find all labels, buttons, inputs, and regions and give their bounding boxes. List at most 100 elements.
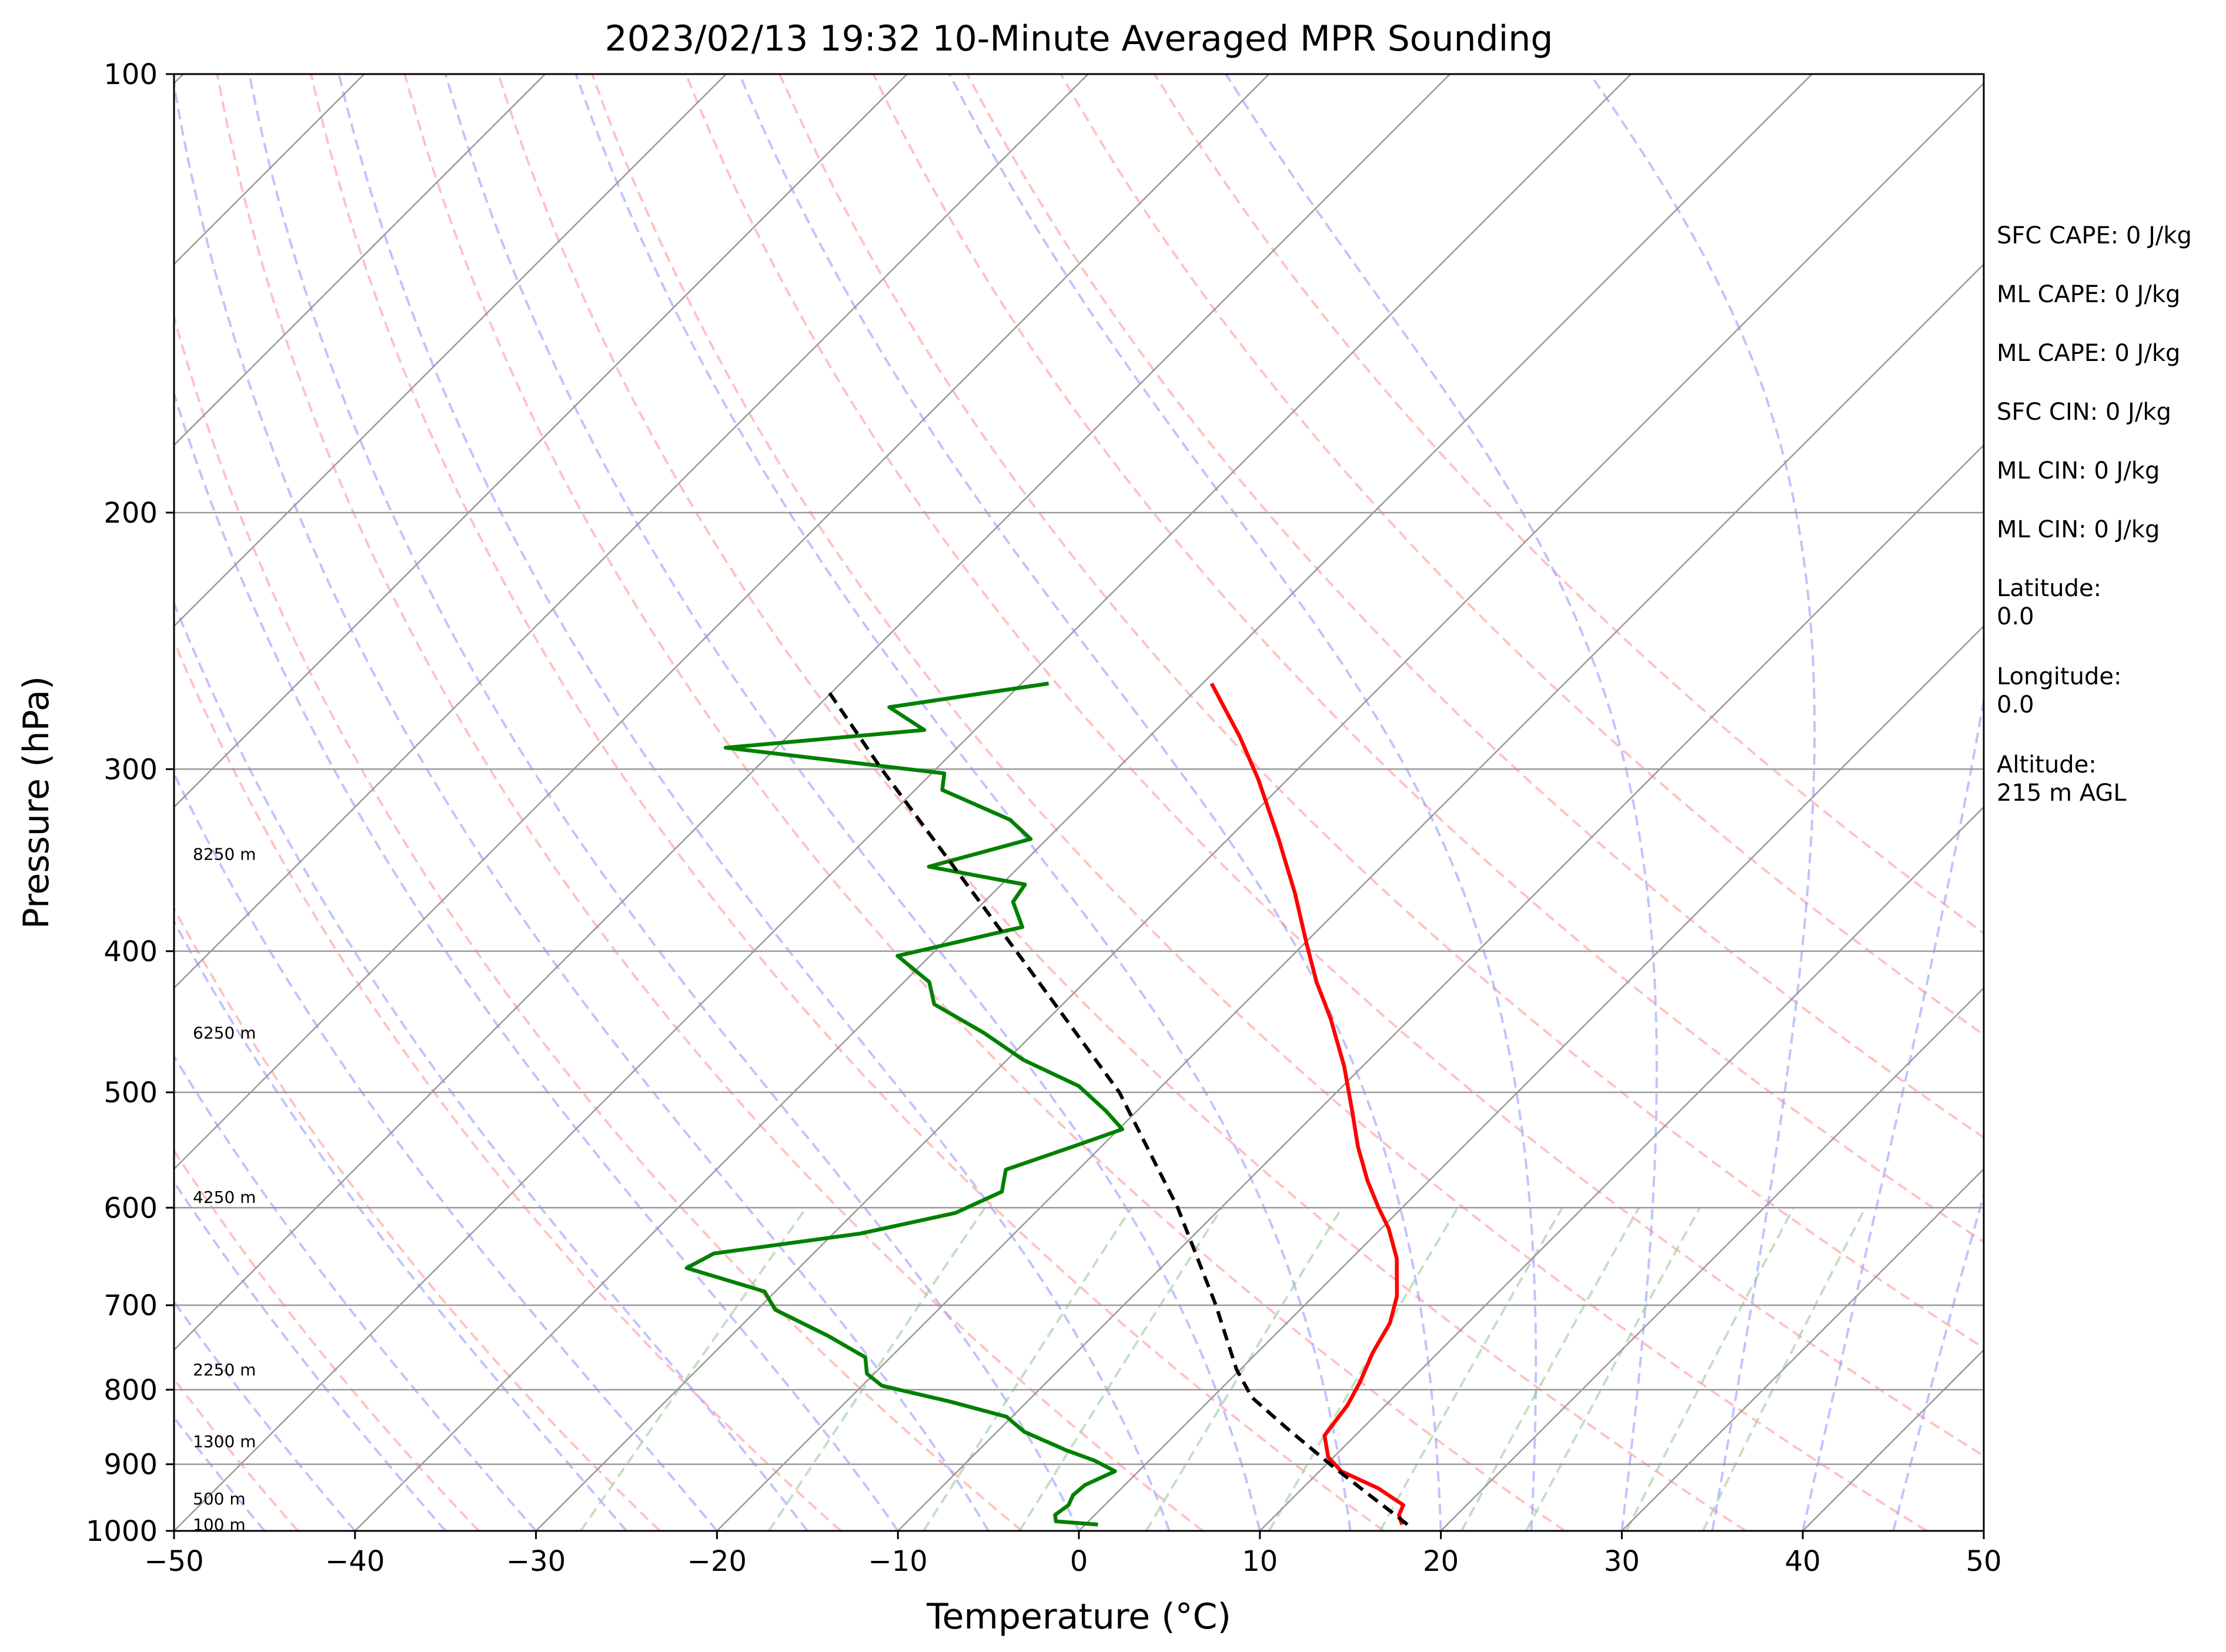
moist-adiabat-line: [248, 74, 1080, 1531]
isotherm-line: [716, 263, 1984, 1531]
isotherm-line: [1259, 806, 1984, 1531]
dry-adiabat-line: [778, 74, 1984, 1350]
isotherm-line: [174, 74, 908, 808]
isotherm-line: [897, 444, 1984, 1531]
dewpoint-profile-line: [684, 681, 1125, 1527]
y-tick-label: 400: [103, 935, 158, 968]
sounding-parameter-text: Longitude: 0.0: [1997, 663, 2121, 718]
moist-adiabat-line: [174, 1415, 266, 1531]
y-axis-label: Pressure (hPa): [16, 676, 57, 929]
sounding-parameter-text: SFC CAPE: 0 J/kg: [1997, 222, 2192, 249]
isotherm-line: [1621, 1168, 1984, 1531]
moist-adiabat-line: [174, 78, 990, 1531]
moist-adiabat-line: [174, 1054, 537, 1531]
x-tick-label: −20: [687, 1545, 747, 1578]
height-labels: 100 m 500 m 1300 m 2250 m 4250 m 6250 m 8250 m: [193, 844, 256, 1534]
moist-adiabat-line: [1589, 74, 1816, 1531]
temperature-profile-line: [1209, 683, 1406, 1526]
moist-adiabat-line: [1801, 693, 1984, 1531]
y-tick-label: 600: [103, 1192, 158, 1225]
x-axis-ticks: −50 −40 −30 −20 −10 0 10 20 30 40 50: [144, 1531, 2002, 1578]
sounding-parameter-text: ML CIN: 0 J/kg: [1997, 457, 2160, 484]
dry-adiabat-line: [174, 638, 842, 1531]
dry-adiabat-line: [591, 74, 1928, 1531]
y-tick-label: 800: [103, 1374, 158, 1407]
isobar-grid: [174, 74, 1984, 1531]
dry-adiabat-line: [966, 74, 1984, 1139]
chart-title: 2023/02/13 19:32 10-Minute Averaged MPR …: [605, 18, 1553, 59]
height-label: 500 m: [193, 1489, 246, 1509]
plot-area: [174, 74, 1984, 1531]
isotherm-line: [174, 74, 1451, 1351]
x-tick-label: −10: [868, 1545, 928, 1578]
moist-adiabat-line: [174, 1180, 447, 1531]
x-tick-label: −50: [144, 1545, 203, 1578]
isotherm-line: [174, 74, 1270, 1171]
sounding-parameter-text: ML CAPE: 0 J/kg: [1997, 340, 2180, 367]
moist-adiabat-line: [174, 771, 718, 1531]
height-label: 1300 m: [193, 1432, 256, 1452]
dry-adiabat-line: [309, 74, 1385, 1531]
dry-adiabat-line: [216, 74, 1204, 1531]
x-tick-label: −40: [325, 1545, 385, 1578]
x-tick-label: 10: [1242, 1545, 1278, 1578]
x-tick-label: 40: [1785, 1545, 1821, 1578]
y-tick-label: 500: [103, 1076, 158, 1109]
height-label: 100 m: [193, 1515, 246, 1534]
y-tick-label: 1000: [86, 1515, 158, 1548]
height-label: 4250 m: [193, 1188, 256, 1207]
mixing-ratio-line: [1268, 1207, 1459, 1531]
sounding-parameter-text: Altitude: 215 m AGL: [1997, 751, 2127, 807]
isotherm-line: [354, 74, 1813, 1531]
moist-adiabat-line: [174, 1299, 356, 1531]
dry-adiabat-line: [174, 1148, 480, 1531]
moist-adiabat-line: [1892, 1190, 1984, 1531]
dry-adiabat-line: [174, 906, 661, 1531]
dry-adiabat-line: [684, 74, 1984, 1457]
x-axis-label: Temperature (°C): [926, 1596, 1231, 1637]
x-tick-label: −30: [506, 1545, 566, 1578]
x-tick-label: 20: [1423, 1545, 1459, 1578]
y-tick-label: 900: [103, 1449, 158, 1482]
y-tick-label: 100: [103, 58, 158, 91]
moist-adiabat-line: [948, 74, 1538, 1531]
dry-adiabat-line: [1154, 74, 1984, 935]
dry-adiabat-line: [497, 74, 1747, 1531]
mixing-ratio-line: [1145, 1207, 1343, 1531]
height-label: 8250 m: [193, 844, 256, 864]
isotherm-line: [174, 74, 546, 446]
sounding-parameter-text: ML CIN: 0 J/kg: [1997, 516, 2160, 543]
y-tick-label: 700: [103, 1289, 158, 1322]
y-tick-label: 300: [103, 753, 158, 786]
sounding-parameter-text: SFC CIN: 0 J/kg: [1997, 399, 2171, 426]
isotherm-line: [1440, 986, 1984, 1531]
sounding-parameter-text: ML CAPE: 0 J/kg: [1997, 281, 2180, 308]
moist-adiabat-line: [174, 389, 899, 1531]
height-label: 6250 m: [193, 1024, 256, 1043]
moist-adiabat-line: [738, 74, 1442, 1531]
dry-adiabat-line: [1059, 74, 1984, 1036]
moist-adiabat-line: [444, 74, 1261, 1531]
sounding-parameters: SFC CAPE: 0 J/kg ML CAPE: 0 J/kg ML CAPE: …: [1997, 222, 2192, 807]
dry-adiabat-line: [872, 74, 1984, 1243]
sounding-series: [684, 681, 1409, 1527]
mixing-ratio-line: [1379, 1207, 1563, 1531]
moist-adiabat-line: [174, 600, 808, 1531]
moist-adiabat-line: [574, 74, 1352, 1531]
moist-adiabat-line: [174, 919, 628, 1531]
dry-adiabat-line: [174, 1377, 299, 1531]
dry-adiabats: [174, 74, 1984, 1531]
x-tick-label: 30: [1604, 1545, 1640, 1578]
moist-adiabat-line: [1225, 74, 1658, 1531]
dry-adiabat-line: [174, 312, 1023, 1531]
isotherm-line: [174, 74, 1632, 1531]
y-axis-ticks: 1000 900 800 700 600 500 400 300 200 100: [86, 58, 174, 1548]
moist-adiabat-line: [337, 74, 1171, 1531]
x-tick-label: 50: [1966, 1545, 2001, 1578]
y-tick-label: 200: [103, 497, 158, 530]
moist-adiabats: [174, 74, 1984, 1531]
x-tick-label: 0: [1070, 1545, 1088, 1578]
isotherm-line: [174, 74, 727, 627]
isotherm-line: [174, 74, 1089, 989]
